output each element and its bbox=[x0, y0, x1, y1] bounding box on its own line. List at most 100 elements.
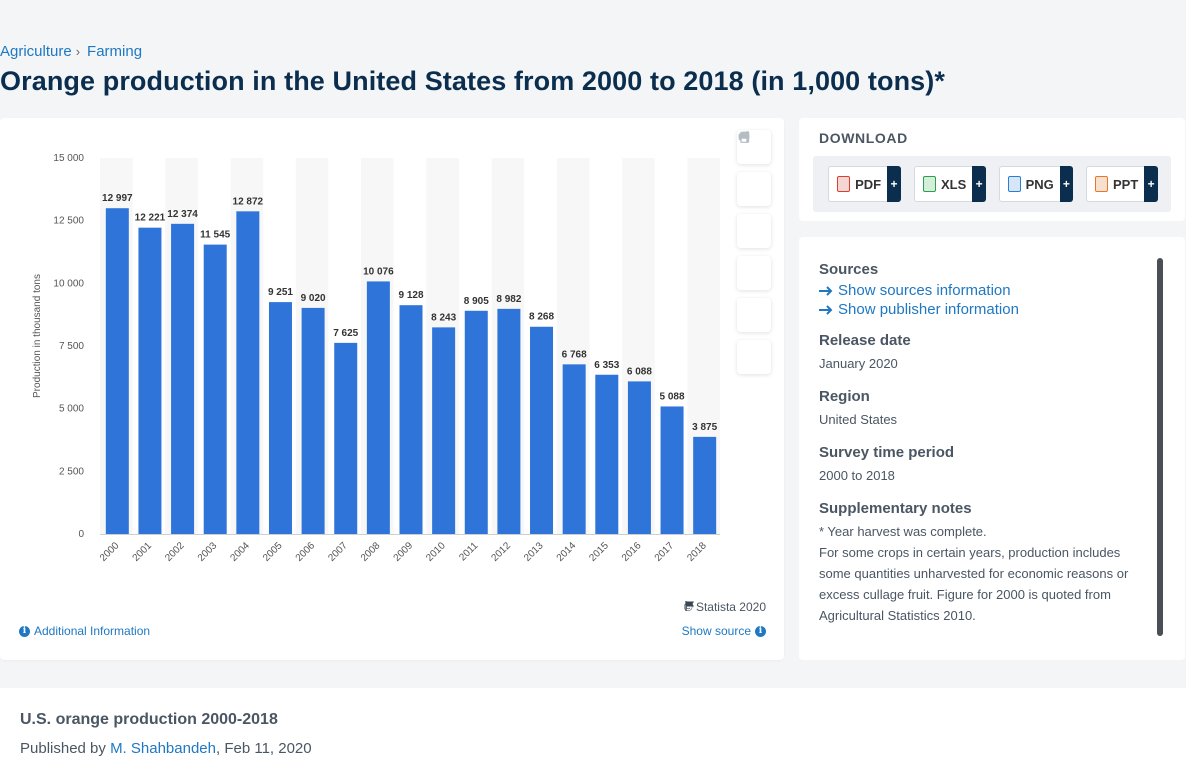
data-label: 8 243 bbox=[431, 312, 456, 323]
data-label: 6 768 bbox=[562, 349, 587, 360]
show-sources-link[interactable]: Show sources information bbox=[819, 282, 1149, 299]
data-label: 8 268 bbox=[529, 312, 554, 323]
x-tick-label: 2011 bbox=[457, 540, 480, 563]
cite-button[interactable] bbox=[737, 133, 771, 332]
download-xls-label: XLS bbox=[940, 176, 967, 192]
release-date-value: January 2020 bbox=[819, 356, 898, 371]
release-date-label: Release date bbox=[819, 332, 911, 349]
notification-button[interactable] bbox=[737, 131, 771, 206]
bar bbox=[105, 208, 129, 534]
download-title: DOWNLOAD bbox=[819, 130, 908, 146]
plus-icon: + bbox=[1059, 166, 1073, 202]
y-tick-label: 0 bbox=[78, 529, 84, 540]
additional-information-label: Additional Information bbox=[34, 624, 151, 638]
x-tick-label: 2003 bbox=[196, 540, 220, 564]
plus-icon: + bbox=[972, 166, 986, 202]
data-label: 5 088 bbox=[660, 391, 685, 402]
survey-period-block: Survey time period 2000 to 2018 bbox=[819, 444, 1149, 486]
breadcrumb-agriculture[interactable]: Agriculture bbox=[0, 43, 72, 60]
y-tick-label: 15 000 bbox=[53, 153, 84, 164]
page-title: Orange production in the United States f… bbox=[0, 66, 945, 96]
download-pdf-button[interactable]: PDF + bbox=[828, 166, 901, 202]
x-tick-label: 2009 bbox=[392, 540, 416, 564]
share-button[interactable] bbox=[737, 131, 771, 290]
y-tick-label: 7 500 bbox=[59, 341, 84, 352]
release-date-block: Release date January 2020 bbox=[819, 332, 1149, 374]
bar bbox=[595, 374, 619, 534]
statistic-details: Sources Show sources information Show pu… bbox=[819, 261, 1149, 640]
show-publisher-link[interactable]: Show publisher information bbox=[819, 301, 1149, 318]
data-label: 10 076 bbox=[363, 266, 394, 277]
x-tick-label: 2000 bbox=[98, 540, 122, 564]
bar bbox=[432, 327, 456, 534]
data-label: 9 251 bbox=[268, 287, 293, 298]
x-tick-label: 2004 bbox=[228, 540, 252, 564]
data-label: 6 088 bbox=[627, 366, 652, 377]
download-buttons: PDF + XLS + PNG + PPT + bbox=[813, 156, 1171, 212]
data-label: 12 374 bbox=[167, 209, 198, 220]
x-tick-label: 2010 bbox=[424, 540, 448, 564]
download-png-label: PNG bbox=[1025, 176, 1054, 192]
bar bbox=[366, 281, 390, 534]
download-ppt-label: PPT bbox=[1112, 176, 1139, 192]
flag-icon[interactable] bbox=[684, 600, 696, 612]
data-label: 9 128 bbox=[398, 290, 423, 301]
bar bbox=[203, 244, 227, 534]
top-bar bbox=[0, 0, 1186, 40]
plus-icon: + bbox=[887, 166, 901, 202]
scrollbar[interactable] bbox=[1157, 258, 1163, 636]
bar bbox=[171, 223, 195, 534]
x-tick-label: 2018 bbox=[685, 540, 709, 564]
sources-block: Sources Show sources information Show pu… bbox=[819, 261, 1149, 318]
x-tick-label: 2015 bbox=[587, 540, 611, 564]
download-png-button[interactable]: PNG + bbox=[999, 166, 1073, 202]
arrow-right-icon bbox=[819, 304, 833, 315]
copyright-text: © Statista 2020 bbox=[683, 600, 766, 614]
region-block: Region United States bbox=[819, 388, 1149, 430]
x-tick-label: 2007 bbox=[326, 540, 350, 564]
bar bbox=[530, 326, 554, 534]
additional-information-link[interactable]: i Additional Information bbox=[19, 624, 150, 638]
published-by: Published by M. Shahbandeh, Feb 11, 2020 bbox=[20, 740, 312, 757]
breadcrumb-farming[interactable]: Farming bbox=[87, 43, 143, 60]
download-ppt-button[interactable]: PPT + bbox=[1086, 166, 1158, 202]
x-tick-label: 2002 bbox=[163, 540, 187, 564]
show-sources-label: Show sources information bbox=[838, 282, 1011, 299]
statistic-details-card: Sources Show sources information Show pu… bbox=[799, 237, 1185, 660]
x-tick-label: 2013 bbox=[522, 540, 546, 564]
print-button[interactable] bbox=[737, 131, 771, 374]
summary-title: U.S. orange production 2000-2018 bbox=[20, 711, 278, 728]
x-tick-label: 2012 bbox=[490, 540, 514, 564]
info-icon: i bbox=[755, 625, 766, 637]
download-xls-button[interactable]: XLS + bbox=[914, 166, 986, 202]
data-label: 6 353 bbox=[594, 360, 619, 371]
show-source-link[interactable]: Show source i bbox=[682, 624, 766, 638]
author-link[interactable]: M. Shahbandeh bbox=[110, 740, 216, 757]
plus-icon: + bbox=[1144, 166, 1158, 202]
bar bbox=[497, 308, 521, 534]
bar bbox=[693, 436, 717, 534]
y-tick-label: 10 000 bbox=[53, 278, 84, 289]
bar bbox=[660, 406, 684, 534]
sources-label: Sources bbox=[819, 261, 879, 278]
bar-chart: 0 2 500 5 000 7 500 10 000 12 500 15 000 Produc… bbox=[32, 153, 720, 564]
data-label: 12 872 bbox=[233, 196, 264, 207]
data-label: 11 545 bbox=[200, 230, 230, 241]
y-tick-label: 12 500 bbox=[53, 216, 84, 227]
xls-file-icon bbox=[923, 176, 936, 192]
y-axis-label: Production in thousand tons bbox=[32, 274, 43, 398]
download-pdf-label: PDF bbox=[855, 176, 882, 192]
bar bbox=[334, 342, 358, 534]
show-source-label: Show source bbox=[681, 624, 751, 638]
ppt-file-icon bbox=[1095, 176, 1108, 192]
bar bbox=[464, 310, 488, 534]
bar bbox=[301, 307, 325, 534]
data-label: 7 625 bbox=[333, 328, 358, 339]
x-tick-label: 2014 bbox=[555, 540, 579, 564]
bar bbox=[399, 305, 423, 534]
settings-button[interactable] bbox=[737, 131, 771, 248]
data-label: 8 905 bbox=[464, 296, 489, 307]
region-label: Region bbox=[819, 388, 870, 405]
x-tick-label: 2017 bbox=[653, 540, 677, 564]
x-tick-label: 2005 bbox=[261, 540, 285, 564]
